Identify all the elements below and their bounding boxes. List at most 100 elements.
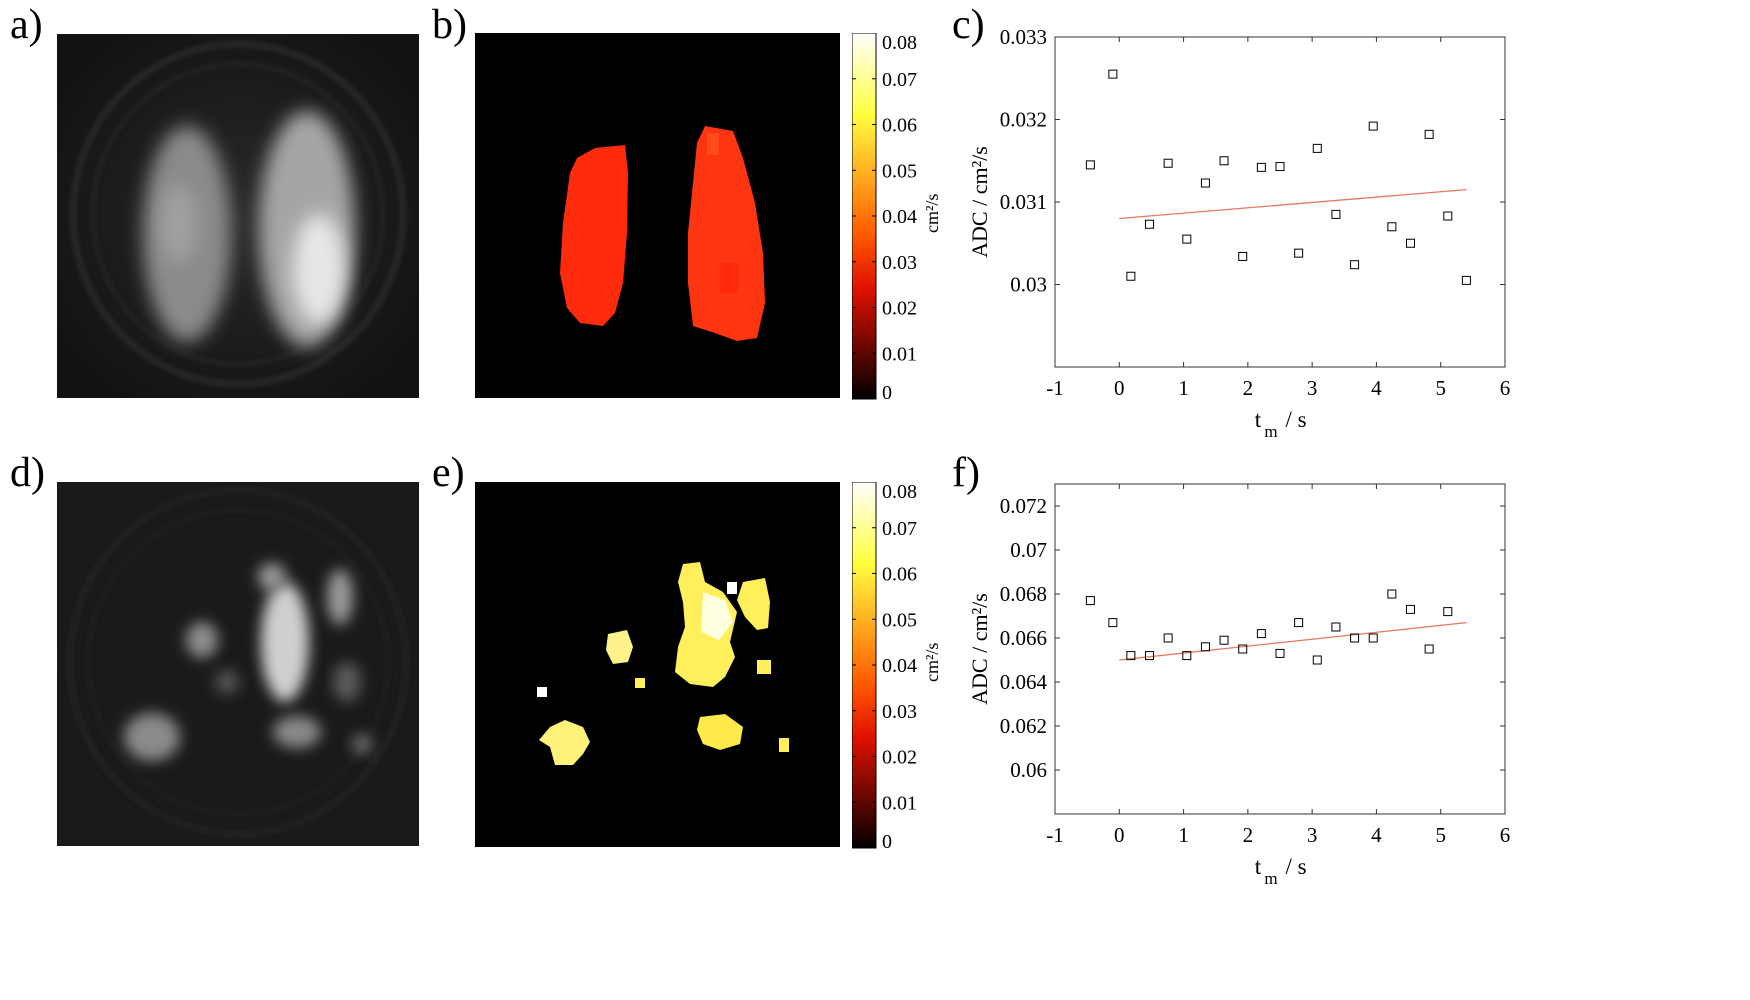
chart-c-data-point xyxy=(1238,251,1248,261)
chart-c-data-point xyxy=(1163,158,1173,168)
chart-f-data-point xyxy=(1331,622,1341,632)
chart-f-data-point xyxy=(1182,651,1192,661)
chart-f-data-point xyxy=(1126,651,1136,661)
chart-c-xlabel-sub: m xyxy=(1264,422,1277,441)
colorbar-e-tick-label: 0.07 xyxy=(882,518,917,540)
chart-f-data-point xyxy=(1219,635,1229,645)
colorbar-unit-b: cm²/s xyxy=(922,194,942,233)
colorbar-e-tick-label: 0.05 xyxy=(882,609,917,631)
adc-scatter-chart-f-svg: -1 0 1 2 3 4 5 6 0.06 0.062 0.064 0.066 0.068 0.07 0.0… xyxy=(967,483,1510,888)
chart-f-xlabel-sub: m xyxy=(1264,869,1277,888)
chart-c-data-point xyxy=(1387,222,1397,232)
chart-c-data-point xyxy=(1331,209,1341,219)
colorbar-e-tick-label: 0.08 xyxy=(882,482,917,503)
panel-label-e: e) xyxy=(432,450,465,496)
chart-f-ytick-label: 0.068 xyxy=(1000,582,1047,606)
chart-c-data-point xyxy=(1368,121,1378,131)
chart-f-data-point xyxy=(1350,633,1360,643)
chart-c-data-point xyxy=(1275,162,1285,172)
adc-patch-small-3-e xyxy=(537,687,547,697)
chart-f-data-point xyxy=(1368,633,1378,643)
panel-label-c: c) xyxy=(952,2,985,48)
lung-mr-image-a xyxy=(57,34,419,398)
chart-f-xlabel-main: t xyxy=(1255,854,1262,879)
chart-c-data-point xyxy=(1312,143,1322,153)
chart-f-xtick-label: 1 xyxy=(1178,823,1189,847)
chart-f-data-point xyxy=(1424,644,1434,654)
adc-lung-right-b xyxy=(688,126,765,341)
chart-f-ytick-label: 0.064 xyxy=(1000,670,1048,694)
chart-f-data-point xyxy=(1312,655,1322,665)
adc-patch-left-e xyxy=(606,630,633,664)
colorbar-e-tick-label: 0.03 xyxy=(882,701,917,723)
colorbar-b-tick-label: 0.04 xyxy=(882,206,917,228)
chart-c-ytick-label: 0.03 xyxy=(1010,273,1047,297)
chart-c-data-point xyxy=(1126,271,1136,281)
chart-f-fit-line xyxy=(1119,621,1467,661)
chart-c-data-point xyxy=(1085,160,1095,170)
chart-f-xtick-label: 4 xyxy=(1371,823,1382,847)
chart-f-data-point xyxy=(1387,589,1397,599)
chart-c-data-point xyxy=(1145,219,1154,229)
lung-mr-image-d xyxy=(57,482,419,846)
chart-f-xtick-label: 0 xyxy=(1114,823,1125,847)
chart-c-data-point xyxy=(1424,129,1434,139)
chart-c-xtick-label: 2 xyxy=(1243,376,1254,400)
colorbar-b-tick-label: 0.05 xyxy=(882,160,917,182)
adc-patch-small-2-e xyxy=(779,738,789,752)
colorbar-b-tick-label: 0 xyxy=(882,382,892,403)
chart-c-xtick-label: 6 xyxy=(1500,376,1511,400)
chart-c-ytick-label: 0.032 xyxy=(1000,108,1047,132)
chart-c-ytick-label: 0.033 xyxy=(1000,25,1047,49)
chart-c-xtick-label: 1 xyxy=(1178,376,1189,400)
colorbar-e-tick-label: 0.02 xyxy=(882,747,917,769)
chart-f-data-point xyxy=(1406,604,1415,614)
chart-f-xtick-label: 3 xyxy=(1307,823,1318,847)
panel-label-f: f) xyxy=(952,450,980,496)
chart-f-xtick-label: -1 xyxy=(1046,823,1064,847)
chart-f-data-point xyxy=(1108,618,1118,628)
lung-mr-image-a-svg xyxy=(57,34,419,398)
chart-f-plot-area xyxy=(1054,483,1506,815)
chart-f-xtick-label: 5 xyxy=(1435,823,1446,847)
chart-c-fit-line xyxy=(1119,188,1467,220)
colorbar-e-tick-label: 0 xyxy=(882,831,892,852)
chart-f-ytick-label: 0.072 xyxy=(1000,494,1047,518)
adc-scatter-chart-c-svg: -1 0 1 2 3 4 5 6 0.03 0.031 0.032 0.033 ADC / cm²/s t… xyxy=(967,25,1511,441)
adc-scatter-chart-c: -1 0 1 2 3 4 5 6 0.03 0.031 0.032 0.033 ADC / cm²/s t… xyxy=(955,25,1535,450)
colorbar-b: 0.08 0.07 0.06 0.05 0.04 0.03 0.02 0.01 0 cm²/s xyxy=(851,32,947,404)
chart-f-data-point xyxy=(1443,607,1453,617)
adc-map-e-svg xyxy=(475,482,840,847)
chart-c-data-point xyxy=(1182,234,1192,244)
chart-f-data-point xyxy=(1085,596,1095,606)
colorbar-b-tick-label: 0.01 xyxy=(882,343,917,365)
chart-c-data-point xyxy=(1219,156,1229,166)
chart-f-data-point xyxy=(1294,618,1304,628)
colorbar-e-tick-label: 0.06 xyxy=(882,564,917,586)
colorbar-e-tick-label: 0.04 xyxy=(882,655,917,677)
panel-label-d: d) xyxy=(10,450,45,496)
chart-c-xtick-label: 5 xyxy=(1435,376,1446,400)
colorbar-b-tick-label: 0.02 xyxy=(882,298,917,320)
colorbar-b-tick-label: 0.03 xyxy=(882,252,917,274)
chart-f-ytick-label: 0.066 xyxy=(1000,626,1047,650)
chart-c-ylabel: ADC / cm²/s xyxy=(967,146,992,258)
chart-c-xlabel-unit: / s xyxy=(1285,407,1306,432)
chart-c-data-point xyxy=(1350,260,1360,270)
colorbar-b-tick-label: 0.07 xyxy=(882,69,917,91)
chart-c-data-point xyxy=(1406,238,1415,248)
panel-label-b: b) xyxy=(432,2,467,48)
chart-f-data-point xyxy=(1275,648,1285,658)
chart-c-data-point xyxy=(1200,178,1210,188)
chart-c-xtick-label: 0 xyxy=(1114,376,1125,400)
chart-c-ytick-label: 0.031 xyxy=(1000,190,1047,214)
chart-c-plot-area xyxy=(1054,36,1506,368)
chart-f-data-point xyxy=(1256,629,1266,639)
adc-patch-small-4-e xyxy=(635,678,645,688)
colorbar-b-tick-label: 0.06 xyxy=(882,115,917,137)
adc-lung-left-b xyxy=(560,145,628,326)
chart-c-data-point xyxy=(1294,248,1304,258)
lung-mr-image-d-svg xyxy=(57,482,419,846)
panel-label-a: a) xyxy=(10,2,43,48)
adc-patch-lower-mid-e xyxy=(697,714,743,750)
